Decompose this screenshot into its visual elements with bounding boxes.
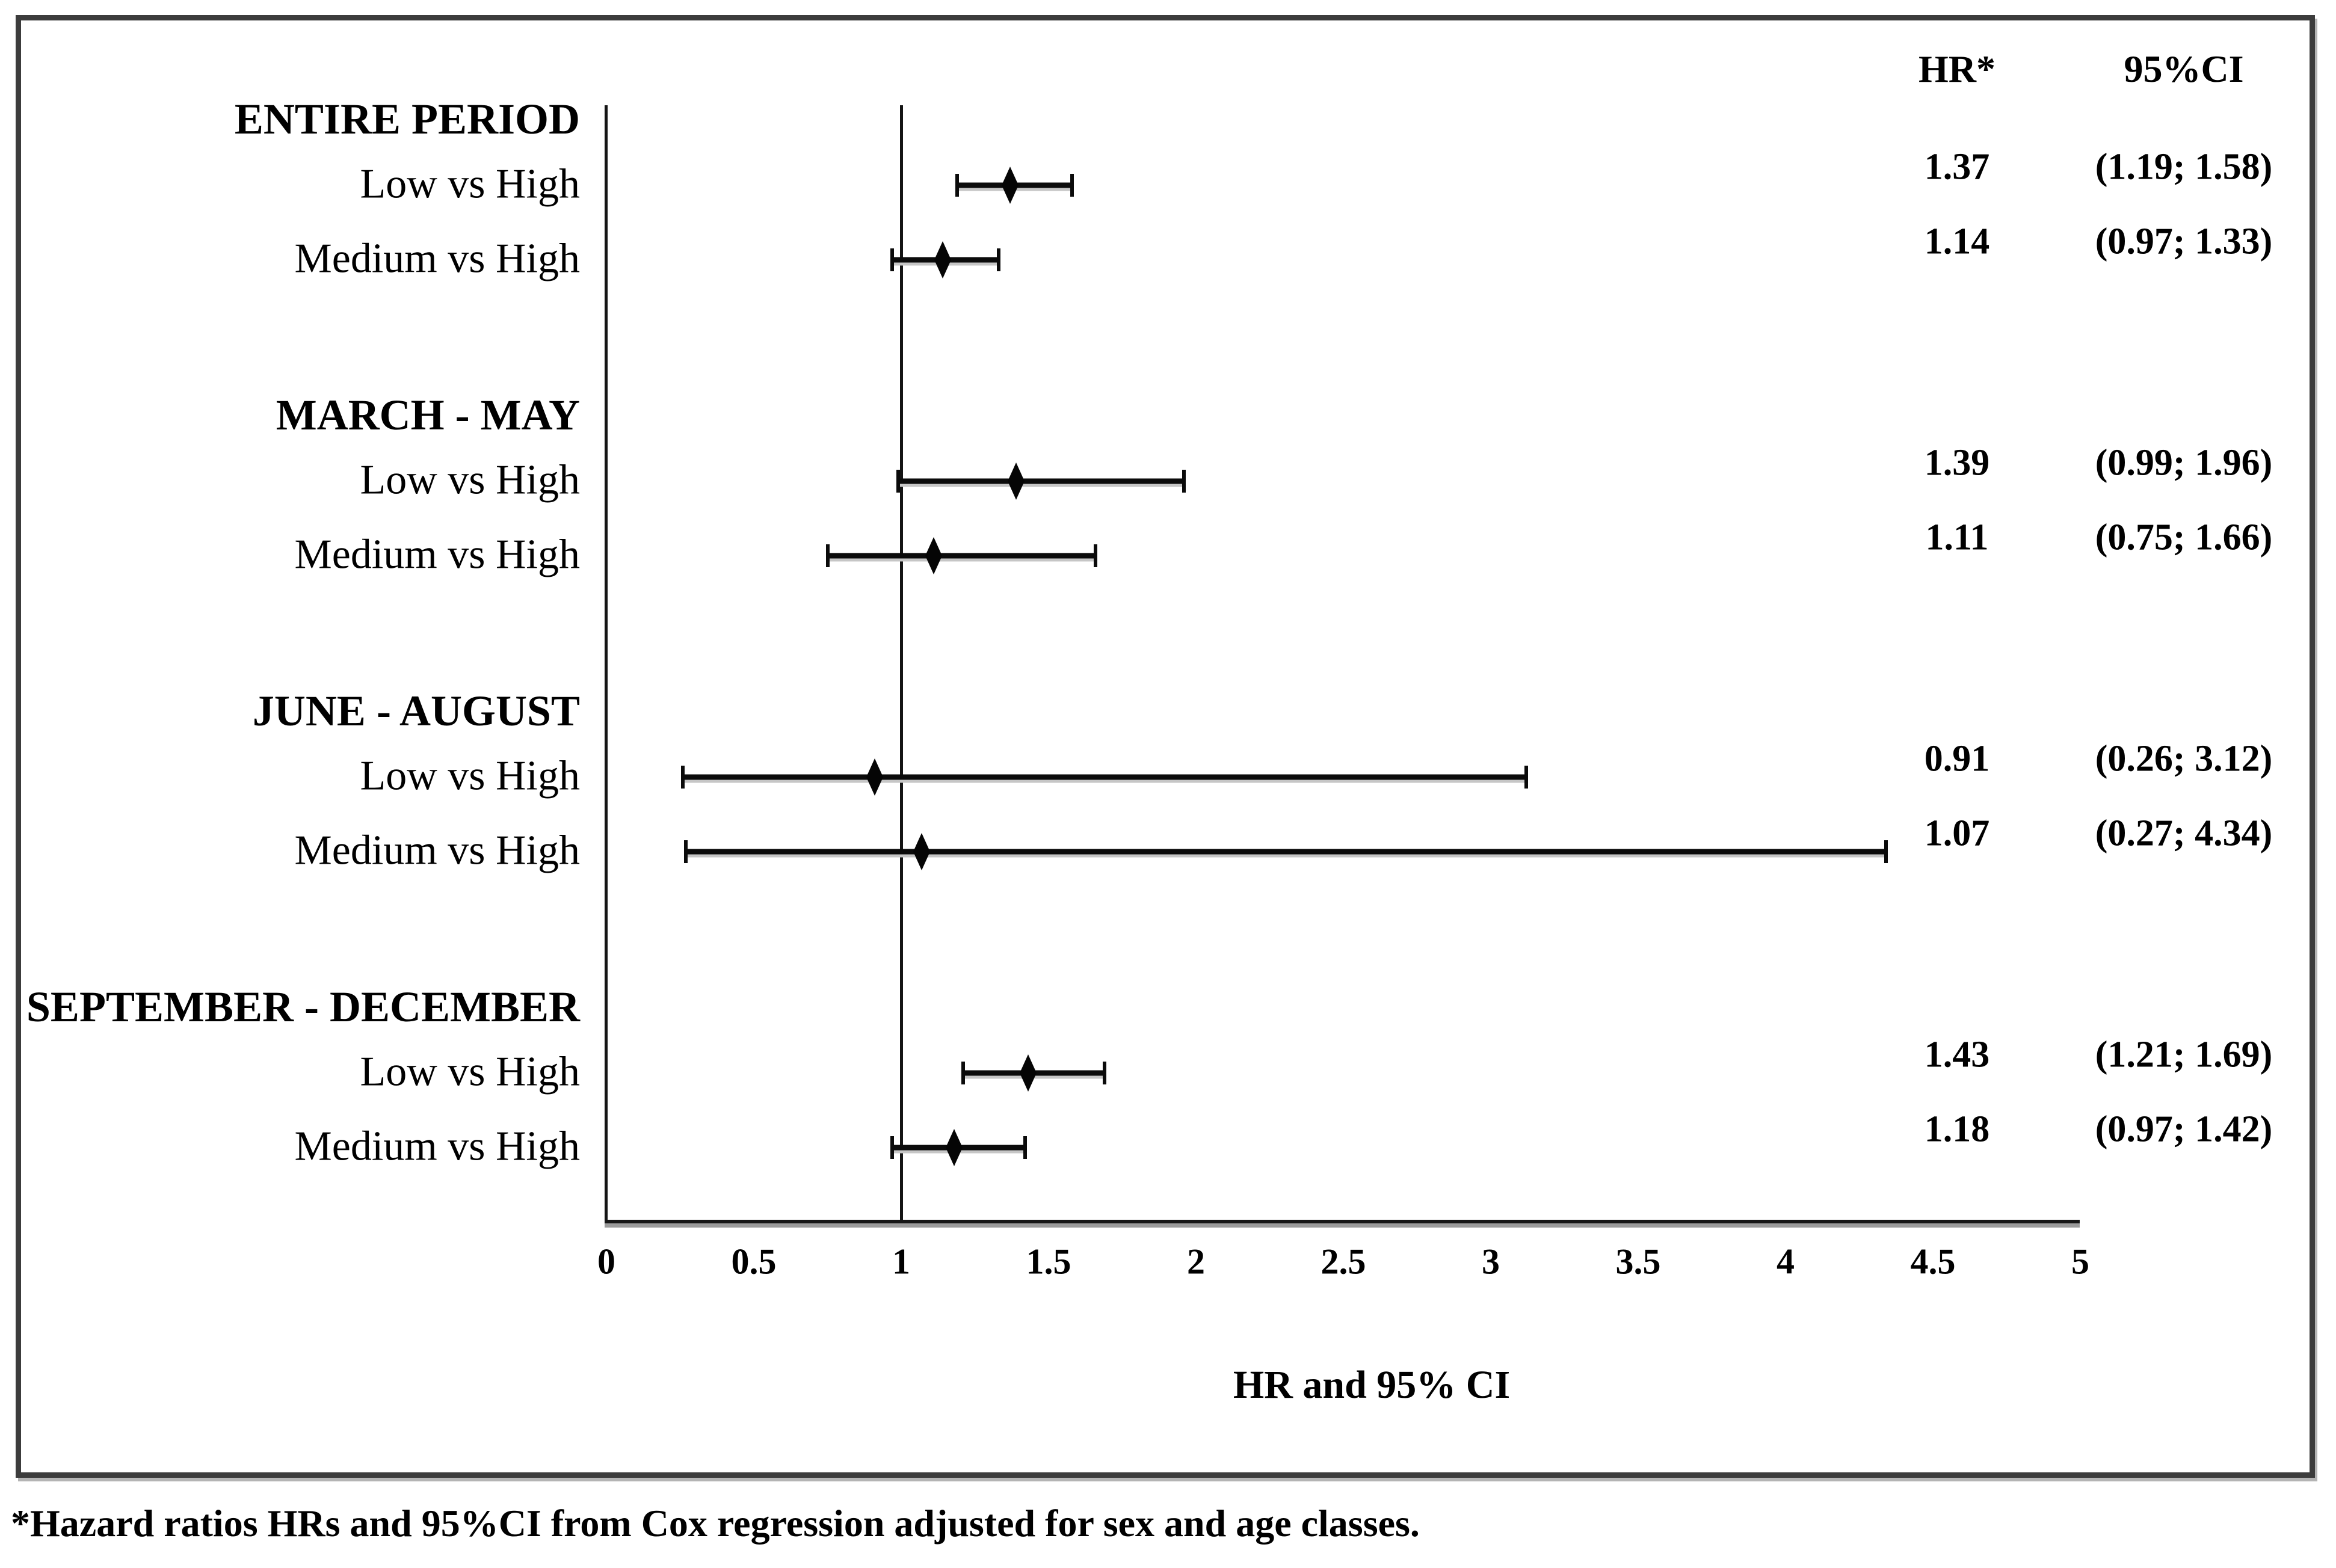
y-axis-line (605, 105, 608, 1223)
footnote: *Hazard ratios HRs and 95%CI from Cox re… (11, 1502, 1420, 1545)
hr-value: 1.43 (1924, 1034, 1990, 1075)
x-tick-label: 3.5 (1615, 1241, 1661, 1282)
x-tick-label: 4.5 (1910, 1241, 1956, 1282)
figure-border (16, 15, 2315, 1478)
ci-value: (0.27; 4.34) (2095, 813, 2273, 854)
ci-value: (1.21; 1.69) (2095, 1034, 2273, 1075)
section-label: JUNE - AUGUST (252, 686, 580, 735)
x-tick-label: 0.5 (731, 1241, 777, 1282)
row-label: Medium vs High (294, 1123, 580, 1170)
section-label: ENTIRE PERIOD (234, 94, 580, 143)
reference-line-hr1 (900, 105, 903, 1223)
hr-value: 0.91 (1924, 738, 1990, 779)
row-label: Low vs High (360, 1048, 580, 1095)
ci-cap-high (1070, 174, 1074, 197)
x-axis-line (605, 1220, 2080, 1223)
ci-cap-low (684, 840, 688, 863)
x-tick-label: 5 (2071, 1241, 2089, 1282)
ci-value: (1.19; 1.58) (2095, 146, 2273, 188)
row-label: Low vs High (360, 457, 580, 503)
hr-value: 1.18 (1924, 1108, 1990, 1150)
ci-whisker (828, 553, 1096, 559)
row-label: Low vs High (360, 752, 580, 799)
section-label: SEPTEMBER - DECEMBER (26, 982, 580, 1031)
ci-value: (0.75; 1.66) (2095, 517, 2273, 558)
x-tick-label: 4 (1777, 1241, 1795, 1282)
ci-cap-high (997, 248, 1000, 271)
x-tick-label: 1.5 (1026, 1241, 1071, 1282)
ci-cap-low (890, 1136, 894, 1159)
ci-cap-low (955, 174, 959, 197)
ci-cap-low (826, 544, 830, 567)
ci-value: (0.97; 1.42) (2095, 1108, 2273, 1150)
ci-column-header: 95%CI (2124, 48, 2244, 90)
row-label: Low vs High (360, 161, 580, 208)
x-tick-label: 1 (892, 1241, 910, 1282)
ci-value: (0.26; 3.12) (2095, 738, 2273, 779)
section-label: MARCH - MAY (276, 390, 580, 439)
hr-value: 1.37 (1924, 146, 1990, 188)
ci-cap-low (896, 470, 900, 493)
ci-whisker (686, 849, 1886, 855)
hr-value: 1.39 (1924, 442, 1990, 484)
hr-value: 1.11 (1925, 517, 1989, 558)
hr-column-header: HR* (1918, 48, 1995, 90)
row-label: Medium vs High (294, 235, 580, 282)
ci-cap-high (1023, 1136, 1027, 1159)
x-tick-label: 3 (1482, 1241, 1500, 1282)
ci-cap-high (1884, 840, 1888, 863)
ci-cap-high (1182, 470, 1186, 493)
ci-cap-low (961, 1062, 965, 1084)
ci-cap-low (890, 248, 894, 271)
ci-cap-low (681, 766, 685, 789)
x-tick-label: 2 (1187, 1241, 1205, 1282)
x-axis-title: HR and 95% CI (1233, 1363, 1511, 1407)
hr-value: 1.14 (1924, 221, 1990, 262)
ci-cap-high (1103, 1062, 1106, 1084)
x-tick-label: 2.5 (1321, 1241, 1366, 1282)
x-tick-label: 0 (597, 1241, 615, 1282)
ci-value: (0.97; 1.33) (2095, 221, 2273, 262)
ci-cap-high (1094, 544, 1097, 567)
row-label: Medium vs High (294, 827, 580, 874)
ci-cap-high (1524, 766, 1528, 789)
x-axis-shadow (605, 1223, 2080, 1228)
hr-value: 1.07 (1924, 813, 1990, 854)
ci-value: (0.99; 1.96) (2095, 442, 2273, 484)
ci-whisker (898, 478, 1184, 484)
row-label: Medium vs High (294, 531, 580, 578)
ci-whisker (683, 774, 1526, 780)
